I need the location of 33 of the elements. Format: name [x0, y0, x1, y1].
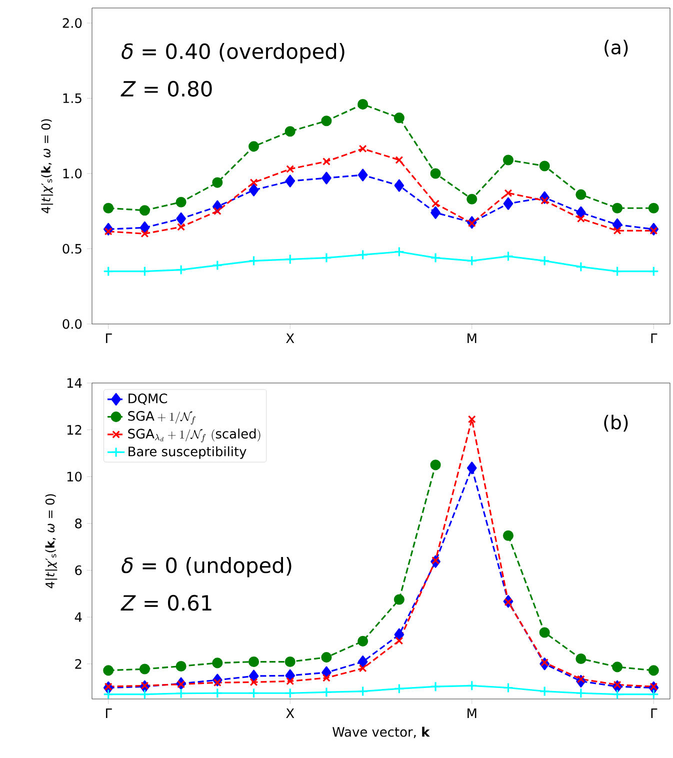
- y-tick-label: 10: [67, 472, 82, 482]
- x-tick-label: Γ: [651, 708, 658, 718]
- y-tick-label: 1.0: [63, 168, 82, 178]
- annotation: (b): [604, 414, 628, 432]
- text: 4|t|χ′$_{s}$(k, ω = 0): [41, 119, 54, 214]
- y-tick-label: 0.5: [62, 244, 82, 254]
- y-tick-label: 12: [67, 425, 82, 435]
- x-tick-label: M: [468, 334, 476, 343]
- y-tick-label: 6: [75, 565, 82, 576]
- legend-label: DQMC: [128, 394, 168, 405]
- annotation: δ = 0.40 (overdoped): [122, 42, 344, 64]
- legend-label: $\mathrm{SGA}+1/\mathcal{N}_f$: [128, 411, 196, 425]
- x-tick-label: X: [286, 334, 294, 343]
- y-tick-label: 2.0: [62, 18, 82, 28]
- y-tick-label: 2: [75, 659, 82, 669]
- y-tick-label: 8: [75, 518, 82, 528]
- y-tick-label: 1.5: [63, 93, 82, 104]
- x-tick-label: Γ: [651, 334, 658, 343]
- text: 4|t|χ′$_{s}$(k, ω = 0): [45, 494, 58, 588]
- y-tick-label: 0.0: [62, 319, 82, 329]
- x-tick-label: Γ: [106, 334, 112, 343]
- y-tick-label: 4: [74, 612, 82, 622]
- annotation: δ = 0 (undoped): [122, 557, 292, 578]
- annotation: Z = 0.80: [120, 80, 212, 97]
- x-tick-label: X: [286, 708, 294, 718]
- x-tick-label: Γ: [106, 708, 112, 718]
- legend-label: $\mathrm{SGA}_{\lambda_d}+1/\mathcal{N}_f\ \mathrm{(scaled)}$: [128, 428, 260, 442]
- x-tick-label: M: [468, 708, 476, 718]
- x-axis-title: Wave vector, k: [332, 726, 430, 738]
- annotation: Z = 0.61: [120, 594, 212, 611]
- annotation: (a): [604, 40, 628, 57]
- y-tick-label: 14: [67, 378, 82, 388]
- legend-label: Bare susceptibility: [128, 446, 246, 459]
